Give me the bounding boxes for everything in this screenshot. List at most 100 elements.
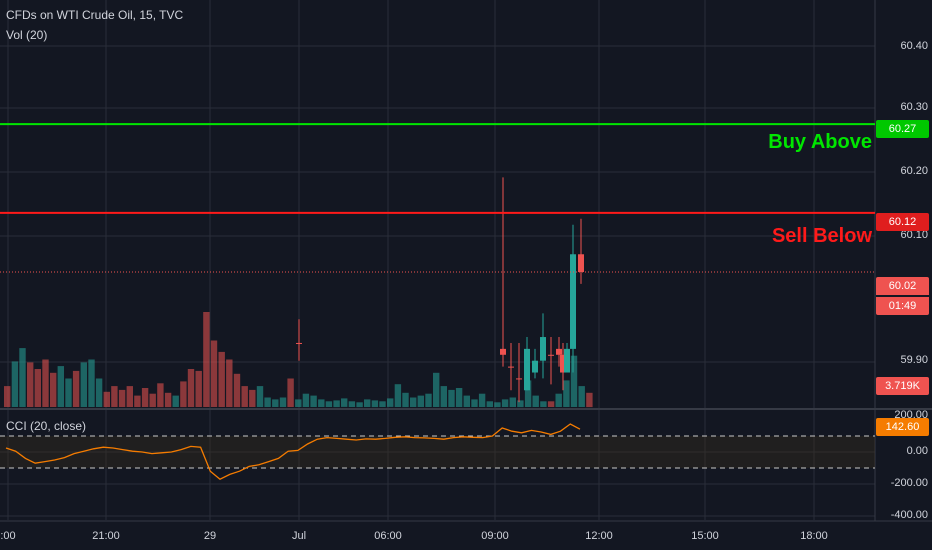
volume-bar (195, 370, 202, 407)
candle-body (516, 378, 522, 380)
time-tick: 21:00 (92, 530, 120, 542)
volume-bar (509, 397, 516, 407)
volume-bar (348, 401, 356, 407)
bar-countdown-tag: 01:49 (876, 297, 929, 315)
last-price-tag: 60.02 (876, 277, 929, 295)
price-tick: 59.90 (900, 354, 928, 366)
volume-bar (379, 401, 386, 407)
volume-bar (501, 399, 509, 407)
buy-above-annotation: Buy Above (768, 131, 872, 153)
volume-bar (586, 392, 593, 408)
time-tick: 18:00 (800, 530, 828, 542)
volume-bar (417, 395, 424, 407)
volume-bar (440, 386, 447, 407)
volume-bar (318, 399, 325, 407)
volume-bar (272, 399, 279, 407)
cci-label: CCI (20, close) (6, 419, 87, 433)
candle-body (532, 360, 538, 373)
candle-body (570, 254, 576, 349)
volume-bar (264, 397, 271, 407)
volume-bar (555, 393, 562, 407)
volume-bar (486, 401, 493, 407)
volume-bar (57, 366, 64, 407)
cci-line (5, 423, 581, 480)
volume-bar (42, 359, 49, 407)
cci-tick: -400.00 (890, 509, 928, 521)
cci-tick: 0.00 (906, 445, 928, 457)
volume-bar (578, 386, 585, 407)
volume-bar (394, 384, 402, 407)
volume-bar (203, 312, 210, 407)
volume-bar (563, 380, 570, 407)
volume-bar (570, 355, 578, 407)
volume-bar (387, 398, 394, 407)
volume-bar (164, 392, 172, 408)
volume-bar (141, 388, 149, 407)
volume-tag: 3.719K (876, 377, 929, 395)
volume-bar (126, 386, 133, 407)
sell-level-tag: 60.12 (876, 213, 929, 231)
volume-bar (410, 397, 417, 407)
price-tick: 60.20 (900, 165, 928, 177)
volume-bar (364, 399, 371, 407)
time-tick: Jul (291, 530, 307, 542)
volume-bar (547, 401, 555, 407)
volume-bar (11, 361, 19, 407)
chart-title: CFDs on WTI Crude Oil, 15, TVC (6, 8, 184, 22)
volume-bar (532, 395, 539, 407)
volume-bar (103, 391, 110, 407)
price-tick: 60.40 (900, 40, 928, 52)
time-tick: 06:00 (374, 530, 402, 542)
time-tick: 12:00 (585, 530, 613, 542)
volume-bar (187, 369, 195, 407)
volume-label: Vol (20) (6, 28, 48, 42)
volume-bar (172, 395, 179, 407)
volume-bar (425, 393, 432, 407)
volume-bar (540, 401, 547, 407)
sell-below-annotation: Sell Below (771, 225, 872, 247)
candle-body (540, 337, 546, 361)
time-tick: 09:00 (481, 530, 509, 542)
volume-bar (256, 386, 264, 407)
volume-bar (233, 373, 241, 408)
volume-bar (455, 388, 463, 407)
volume-bar (50, 372, 57, 407)
volume-bar (302, 393, 310, 407)
price-tick: 60.30 (900, 101, 928, 113)
candle-body (560, 354, 566, 373)
volume-bar (279, 397, 287, 407)
volume-bar (295, 399, 302, 407)
volume-bar (287, 378, 294, 407)
volume-bar (80, 362, 87, 407)
volume-bar (433, 372, 440, 407)
cci-tick: -200.00 (890, 477, 928, 489)
time-tick: :00 (0, 530, 16, 542)
volume-bar (494, 402, 501, 408)
volume-bar (19, 348, 26, 407)
volume-bar (157, 383, 164, 408)
candle-body (500, 348, 506, 355)
volume-bar (478, 393, 486, 407)
candle-body (508, 366, 514, 368)
cci-band (0, 436, 875, 468)
volume-bar (118, 389, 126, 407)
volume-bar (27, 362, 34, 407)
volume-bar (149, 393, 156, 407)
volume-bar (356, 402, 363, 408)
volume-bar (111, 386, 118, 407)
volume-bar (34, 369, 41, 407)
volume-bar (402, 392, 409, 408)
buy-level-tag: 60.27 (876, 120, 929, 138)
time-tick: 15:00 (691, 530, 719, 542)
volume-bar (4, 386, 11, 407)
volume-bar (210, 340, 218, 407)
candle-body (548, 354, 554, 356)
volume-bar (471, 399, 478, 407)
volume-bar (524, 380, 532, 407)
volume-bar (333, 400, 340, 408)
candle-body (578, 254, 584, 272)
volume-bar (180, 381, 187, 408)
volume-bar (463, 395, 470, 407)
candle-body (296, 342, 302, 344)
